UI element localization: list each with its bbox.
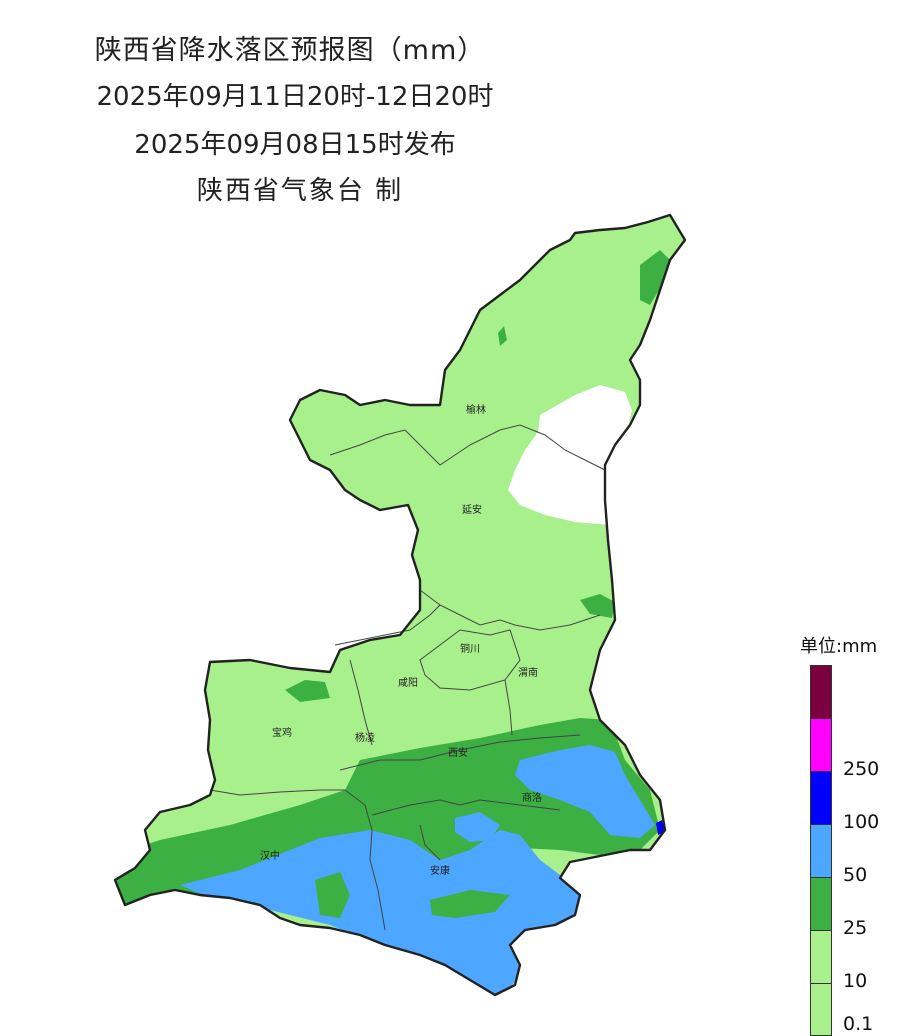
city-label-yulin: 榆林 [466, 403, 486, 416]
city-label-tongchuan: 铜川 [460, 643, 480, 655]
no-rain-zone [508, 385, 632, 525]
city-label-hanzhong: 汉中 [260, 849, 280, 862]
legend-swatch [810, 930, 832, 984]
forecast-period: 2025年09月11日20时-12日20时 [96, 82, 494, 112]
legend-label: 100 [843, 811, 880, 833]
legend-label: 0.1 [843, 1013, 874, 1035]
rain-zone-10-25-patch [640, 250, 672, 305]
city-label-xianyang: 咸阳 [398, 677, 418, 689]
legend-swatch [810, 718, 832, 772]
city-label-yangling: 杨凌 [355, 731, 375, 744]
map-title: 陕西省降水落区预报图（mm） [94, 35, 486, 66]
legend-title: 单位:mm [800, 636, 878, 657]
city-label-baoji: 宝鸡 [272, 726, 292, 739]
issue-time: 2025年09月08日15时发布 [134, 130, 456, 160]
rain-zone-10-25-patch [315, 872, 350, 918]
province-border [113, 213, 687, 997]
legend-swatch [810, 824, 832, 878]
legend-label: 50 [843, 864, 868, 886]
rain-zone-10-25-patch [285, 680, 330, 702]
rain-zone-25-50-east [515, 745, 655, 838]
city-label-yanan: 延安 [462, 503, 482, 516]
legend-swatch [810, 665, 832, 719]
producer: 陕西省气象台 制 [196, 176, 404, 206]
city-label-shangluo: 商洛 [522, 791, 542, 804]
rain-zone-25-50-patch [455, 812, 500, 842]
city-label-xian: 西安 [448, 746, 468, 759]
legend-label: 10 [843, 970, 868, 992]
legend-swatch [810, 771, 832, 825]
legend-swatch [810, 877, 832, 931]
legend-swatch [810, 983, 832, 1036]
city-labels: 榆林 延安 铜川 咸阳 渭南 宝鸡 杨凌 西安 商洛 汉中 安康 [260, 403, 542, 877]
city-label-ankang: 安康 [430, 864, 450, 877]
precipitation-map: 榆林 延安 铜川 咸阳 渭南 宝鸡 杨凌 西安 商洛 汉中 安康 [113, 213, 687, 997]
city-label-weinan: 渭南 [518, 666, 538, 679]
precipitation-zones [115, 250, 672, 995]
rain-zone-25-50 [180, 830, 590, 995]
legend-label: 250 [843, 758, 880, 780]
rain-zone-10-25-patch [430, 890, 510, 918]
legend-label: 25 [843, 917, 868, 939]
rain-zone-10-25-patch [580, 594, 615, 618]
rain-zone-10-25-patch [498, 326, 507, 346]
city-boundaries [209, 424, 606, 931]
